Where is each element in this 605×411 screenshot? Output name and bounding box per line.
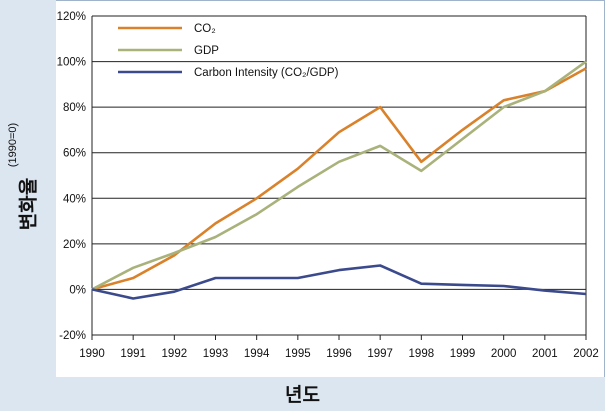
x-tick-label: 2001 [532, 348, 558, 360]
x-tick-label: 1993 [203, 348, 229, 360]
x-tick-label: 1990 [79, 348, 105, 360]
y-tick-label: 80% [63, 102, 86, 114]
x-tick-label: 1999 [450, 348, 476, 360]
y-axis-sublabel: (1990=0) [7, 122, 19, 168]
legend: CO₂ GDP Carbon Intensity (CO₂/GDP) [118, 23, 339, 79]
series-line-0 [91, 67, 587, 291]
x-tick-label: 1994 [244, 348, 270, 360]
x-axis-label: 년도 [285, 385, 320, 406]
y-tick-label: 0% [69, 284, 86, 296]
x-tick-label: 1998 [409, 348, 435, 360]
x-tick-label: 2000 [491, 348, 517, 360]
axis-ticks: -20% 0% 20% 40% 60% 80% 100% 120% 1990 1991 1992 19… [57, 11, 599, 360]
y-axis-label: 변화율 [18, 177, 40, 231]
series-lines [91, 60, 587, 300]
y-tick-label: 120% [57, 11, 86, 23]
x-tick-label: 1992 [162, 348, 188, 360]
x-tick-label: 1991 [120, 348, 146, 360]
legend-label-2: Carbon Intensity (CO₂/GDP) [194, 67, 339, 79]
y-tick-label: 40% [63, 193, 86, 205]
y-tick-label: 20% [63, 239, 86, 251]
x-tick-label: 1996 [326, 348, 352, 360]
x-axis-label-panel [0, 377, 605, 411]
y-axis-label-panel [0, 0, 56, 377]
plot-area [92, 16, 586, 335]
y-tick-label: 100% [57, 57, 86, 69]
y-tick-label: -20% [59, 330, 86, 342]
x-tick-label: 1997 [367, 348, 393, 360]
x-tick-label: 2002 [573, 348, 599, 360]
series-line-1 [91, 60, 587, 291]
legend-label-0: CO₂ [194, 23, 216, 35]
x-tick-label: 1995 [285, 348, 311, 360]
legend-label-1: GDP [194, 45, 219, 57]
y-tick-label: 60% [63, 148, 86, 160]
series-line-2 [91, 264, 587, 300]
